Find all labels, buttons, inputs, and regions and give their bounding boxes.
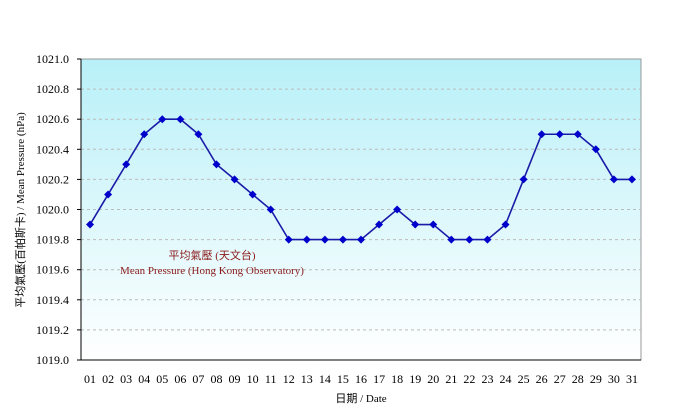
data-point-marker <box>158 115 167 124</box>
data-point-marker <box>519 175 528 184</box>
x-tick-label: 07 <box>192 372 204 386</box>
x-tick-label: 21 <box>445 372 457 386</box>
data-point-marker <box>176 115 185 124</box>
annotation-line2: Mean Pressure (Hong Kong Observatory) <box>120 265 304 277</box>
x-tick-label: 28 <box>572 372 584 386</box>
data-point-marker <box>411 220 420 229</box>
annotation-line1: 平均氣壓 (天文台) <box>168 248 255 262</box>
y-axis-title: 平均氣壓(百帕斯卡) / Mean Pressure (hPa) <box>13 112 27 308</box>
data-point-marker <box>465 235 474 244</box>
data-point-marker <box>122 160 131 169</box>
data-point-marker <box>393 205 402 214</box>
x-tick-label: 25 <box>518 372 530 386</box>
x-tick-label: 30 <box>608 372 620 386</box>
x-tick-label: 03 <box>120 372 132 386</box>
y-tick-label: 1019.2 <box>36 323 69 337</box>
data-point-marker <box>86 220 95 229</box>
x-tick-label: 08 <box>210 372 222 386</box>
x-axis-ticks: 01 02 03 04 05 06 07 08 09 10 11 12 13 14 15 16 17 18 19 20… <box>84 372 638 386</box>
data-point-marker <box>555 130 564 139</box>
data-point-marker <box>591 145 600 154</box>
y-tick-label: 1020.2 <box>36 172 69 186</box>
data-point-marker <box>284 235 293 244</box>
x-tick-label: 15 <box>337 372 349 386</box>
y-tick-label: 1019.0 <box>36 353 69 367</box>
data-point-marker <box>483 235 492 244</box>
x-tick-label: 23 <box>481 372 493 386</box>
x-tick-label: 20 <box>427 372 439 386</box>
data-markers <box>86 115 636 244</box>
y-tick-label: 1019.4 <box>36 293 69 307</box>
x-tick-label: 19 <box>409 372 421 386</box>
x-tick-label: 26 <box>536 372 548 386</box>
data-point-marker <box>501 220 510 229</box>
data-point-marker <box>140 130 149 139</box>
y-tick-label: 1019.6 <box>36 263 69 277</box>
x-tick-label: 11 <box>265 372 277 386</box>
x-tick-label: 02 <box>102 372 114 386</box>
data-point-marker <box>537 130 546 139</box>
data-point-marker <box>338 235 347 244</box>
data-point-marker <box>194 130 203 139</box>
data-point-marker <box>248 190 257 199</box>
x-tick-label: 10 <box>247 372 259 386</box>
data-point-marker <box>320 235 329 244</box>
data-point-marker <box>357 235 365 244</box>
x-tick-label: 18 <box>391 372 403 386</box>
y-tick-label: 1019.8 <box>36 233 69 247</box>
data-point-marker <box>230 175 239 184</box>
x-tick-label: 06 <box>174 372 186 386</box>
data-point-marker <box>429 220 438 229</box>
x-tick-label: 01 <box>84 372 96 386</box>
y-tick-label: 1020.6 <box>36 112 69 126</box>
data-point-marker <box>212 160 221 169</box>
x-tick-label: 09 <box>229 372 241 386</box>
data-point-marker <box>609 175 618 184</box>
data-point-marker <box>266 205 275 214</box>
data-point-marker <box>302 235 311 244</box>
plot-area <box>80 58 642 361</box>
x-tick-label: 04 <box>138 372 150 386</box>
data-point-marker <box>447 235 456 244</box>
x-tick-label: 16 <box>355 372 367 386</box>
x-tick-label: 14 <box>319 372 331 386</box>
y-tick-label: 1020.0 <box>36 203 69 217</box>
x-tick-label: 24 <box>500 372 512 386</box>
x-tick-label: 22 <box>463 372 475 386</box>
x-tick-label: 05 <box>156 372 168 386</box>
data-point-marker <box>627 175 636 184</box>
x-tick-label: 29 <box>590 372 602 386</box>
data-point-marker <box>573 130 582 139</box>
x-tick-label: 13 <box>301 372 313 386</box>
x-axis-title: 日期 / Date <box>335 392 386 405</box>
x-tick-label: 17 <box>373 372 385 386</box>
x-tick-label: 27 <box>554 372 566 386</box>
y-tick-label: 1021.0 <box>36 52 69 66</box>
x-tick-label: 12 <box>283 372 295 386</box>
data-point-marker <box>375 220 384 229</box>
data-point-marker <box>104 190 113 199</box>
x-tick-label: 31 <box>626 372 638 386</box>
y-tick-label: 1020.8 <box>36 82 69 96</box>
y-tick-label: 1020.4 <box>36 142 69 156</box>
y-axis-ticks: 1019.0 1019.2 1019.4 1019.6 1019.8 1020.0 1020… <box>36 52 81 367</box>
